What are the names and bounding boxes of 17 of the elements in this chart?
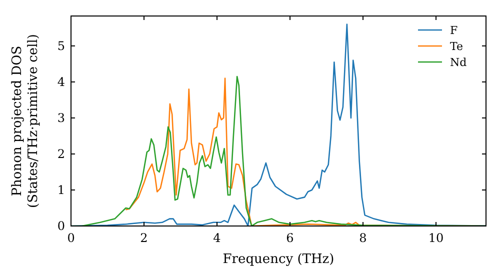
x-tick-label: 6 bbox=[286, 231, 294, 245]
legend-label: Nd bbox=[450, 56, 467, 69]
y-tick-label: 3 bbox=[57, 111, 65, 126]
y-tick-label: 1 bbox=[57, 183, 65, 198]
x-tick-label: 4 bbox=[213, 231, 222, 245]
y-tick-label: 2 bbox=[57, 147, 65, 162]
x-axis-title: Frequency (THz) bbox=[222, 252, 334, 267]
x-tick-label: 2 bbox=[140, 231, 148, 245]
y-tick-label: 0 bbox=[57, 219, 65, 234]
y-tick-label: 5 bbox=[57, 39, 65, 54]
legend-label: F bbox=[450, 24, 458, 37]
legend-label: Te bbox=[450, 40, 463, 53]
y-axis-title: Phonon projected DOS (States/THz·primitive cell) bbox=[10, 34, 41, 208]
x-tick-label: 0 bbox=[67, 231, 75, 245]
y-tick-label: 4 bbox=[57, 75, 66, 90]
x-tick-label: 8 bbox=[359, 231, 367, 245]
x-tick-label: 10 bbox=[428, 231, 444, 245]
